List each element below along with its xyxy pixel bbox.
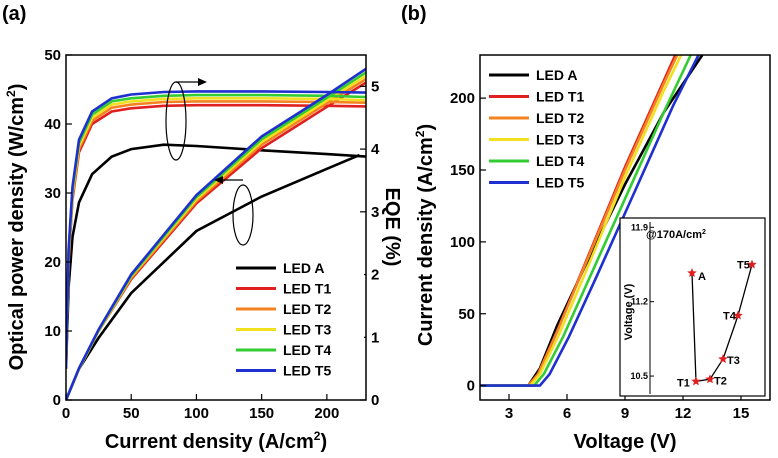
panel-a-label: (a) <box>2 3 26 25</box>
legend-label: LED A <box>283 260 324 276</box>
x-tick-label: 12 <box>675 405 692 422</box>
y2-tick-label: 2 <box>371 267 379 284</box>
inset-y-tick-label: 11.9 <box>631 222 648 232</box>
chart-a-y2label: EQE (%) <box>381 188 403 267</box>
x-tick-label: 0 <box>62 405 70 422</box>
inset-point-label: T3 <box>727 355 740 367</box>
chart-a-annotations <box>165 78 254 246</box>
y2-tick-label: 4 <box>371 141 380 158</box>
y2-tick-label: 5 <box>371 78 379 95</box>
y-tick-label: 100 <box>450 234 475 251</box>
y2-tick-label: 1 <box>371 329 379 346</box>
inset-frame <box>619 217 766 397</box>
inset-y-tick-label: 10.5 <box>630 371 648 381</box>
legend-label: LED T3 <box>536 132 584 148</box>
x-tick-label: 50 <box>123 405 140 422</box>
panel-b-label: (b) <box>401 3 427 25</box>
y-tick-label: 50 <box>458 306 475 323</box>
inset-point-label: T1 <box>677 377 690 389</box>
x-tick-label: 9 <box>621 405 629 422</box>
inset-point-label: T5 <box>737 260 750 272</box>
y-tick-label: 40 <box>44 116 61 133</box>
legend-label: LED T4 <box>283 342 331 358</box>
legend-bg <box>232 299 364 319</box>
inset-marker-t2 <box>705 374 715 384</box>
legend-label: LED T1 <box>536 89 584 105</box>
inset-point-label: A <box>698 271 706 283</box>
legend-bg <box>232 360 364 381</box>
chart-a-curves <box>66 67 366 400</box>
x-tick-label: 150 <box>249 405 274 422</box>
y-tick-label: 200 <box>450 90 475 107</box>
legend-label: LED T4 <box>536 153 584 169</box>
chart-b-ylabel: Current density (A/cm2) <box>413 124 437 346</box>
legend-bg <box>232 319 364 340</box>
chart-a-xlabel: Current density (A/cm2) <box>105 429 327 453</box>
eqe-arrow-head <box>198 78 207 86</box>
inset-y-tick-label: 11.2 <box>631 297 648 307</box>
inset-marker-t5 <box>747 259 757 269</box>
legend-bg <box>232 340 364 360</box>
inset-point-label: T2 <box>714 375 727 387</box>
y-tick-label: 30 <box>44 185 61 202</box>
jv-line-led-t4 <box>480 55 692 387</box>
chart-b-xlabel: Voltage (V) <box>574 431 677 453</box>
y2-tick-label: 3 <box>371 204 379 221</box>
x-tick-label: 200 <box>314 405 339 422</box>
legend-label: LED T2 <box>283 301 331 317</box>
power-line-led-t5 <box>66 67 366 400</box>
chart-a-ticks: 0 50 100 150 200 0 10 20 30 40 50 0 1 2 3 4 5 <box>44 47 380 422</box>
inset-marker-t1 <box>691 376 701 386</box>
inset-marker-t4 <box>733 310 743 320</box>
chart-b-legend: LED A LED T1 LED T2 LED T3 LED T4 LED T5 <box>489 67 584 191</box>
legend-label: LED T5 <box>536 175 584 191</box>
legend-label: LED T5 <box>283 363 331 379</box>
jv-line-led-t2 <box>480 55 679 387</box>
y-tick-label: 0 <box>467 378 475 395</box>
legend-bg <box>232 278 364 299</box>
jv-line-led-t5 <box>480 55 700 387</box>
eqe-line-led-t5 <box>66 90 366 369</box>
inset-annotation: @170A/cm2 <box>646 229 706 241</box>
x-tick-label: 100 <box>184 405 209 422</box>
inset-marker-t3 <box>718 354 728 364</box>
legend-label: LED T2 <box>536 110 584 126</box>
inset-line <box>691 264 753 383</box>
y-tick-label: 150 <box>450 162 475 179</box>
y-tick-label: 20 <box>44 254 61 271</box>
chart-a: 0 50 100 150 200 0 10 20 30 40 50 0 1 2 3 4 5 LED A LED T… <box>4 47 403 453</box>
legend-bg <box>232 258 364 278</box>
eqe-line-led-a <box>66 143 366 369</box>
legend-label: LED A <box>536 67 577 83</box>
chart-a-legend: LED A LED T1 LED T2 LED T3 LED T4 LED T5 <box>232 258 364 381</box>
y-tick-label: 0 <box>53 392 61 409</box>
jv-line-led-t3 <box>480 55 683 387</box>
power-group-ellipse <box>232 184 254 246</box>
y-tick-label: 50 <box>44 47 61 64</box>
x-tick-label: 6 <box>563 405 571 422</box>
legend-label: LED T1 <box>283 281 331 297</box>
power-arrow-head <box>214 176 223 184</box>
x-tick-label: 3 <box>505 405 513 422</box>
eqe-group-ellipse <box>165 81 187 161</box>
chart-a-frame <box>65 54 367 401</box>
x-tick-label: 15 <box>733 405 750 422</box>
inset-marker-a <box>687 268 697 277</box>
inset-ticks: 10.5 11.2 11.9 <box>630 222 654 394</box>
inset-ylabel: Voltage (V) <box>623 283 635 340</box>
inset-point-label: T4 <box>723 311 737 323</box>
legend-label: LED T3 <box>283 322 331 338</box>
chart-b-curves <box>480 55 704 387</box>
y2-tick-label: 0 <box>371 392 379 409</box>
chart-a-ylabel: Optical power density (W/cm2) <box>4 84 28 371</box>
y-tick-label: 10 <box>44 323 61 340</box>
